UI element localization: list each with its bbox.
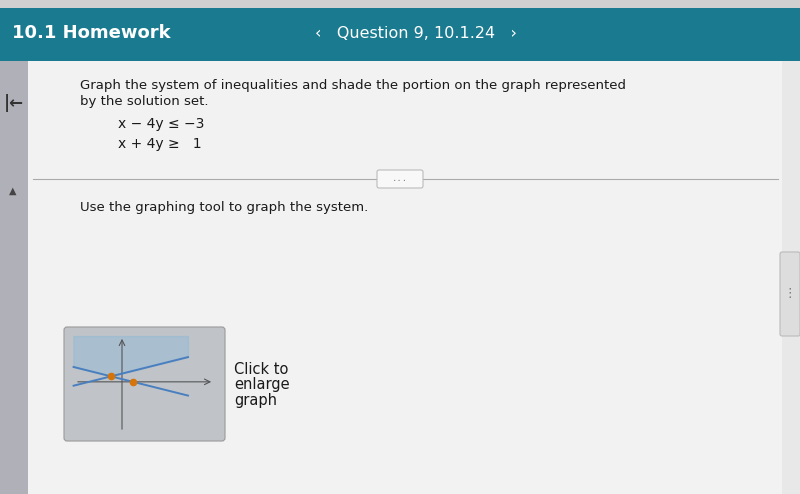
- Text: enlarge: enlarge: [234, 377, 290, 393]
- Text: Graph the system of inequalities and shade the portion on the graph represented: Graph the system of inequalities and sha…: [80, 79, 626, 92]
- FancyBboxPatch shape: [0, 8, 800, 61]
- Text: Use the graphing tool to graph the system.: Use the graphing tool to graph the syste…: [80, 201, 368, 214]
- FancyBboxPatch shape: [28, 61, 782, 494]
- Text: x − 4y ≤ −3: x − 4y ≤ −3: [118, 117, 204, 131]
- Text: ‹   Question 9, 10.1.24   ›: ‹ Question 9, 10.1.24 ›: [315, 26, 517, 41]
- Text: ▲: ▲: [9, 186, 17, 196]
- Text: x + 4y ≥   1: x + 4y ≥ 1: [118, 137, 202, 151]
- Text: |←: |←: [4, 94, 24, 112]
- Text: ...: ...: [392, 174, 408, 183]
- Text: by the solution set.: by the solution set.: [80, 95, 209, 108]
- FancyBboxPatch shape: [780, 252, 800, 336]
- FancyBboxPatch shape: [0, 0, 800, 8]
- Text: Click to: Click to: [234, 363, 288, 377]
- Text: 10.1 Homework: 10.1 Homework: [12, 24, 170, 42]
- Text: ⋮: ⋮: [784, 288, 796, 300]
- FancyBboxPatch shape: [377, 170, 423, 188]
- FancyBboxPatch shape: [0, 61, 28, 494]
- FancyBboxPatch shape: [64, 327, 225, 441]
- Text: graph: graph: [234, 393, 277, 408]
